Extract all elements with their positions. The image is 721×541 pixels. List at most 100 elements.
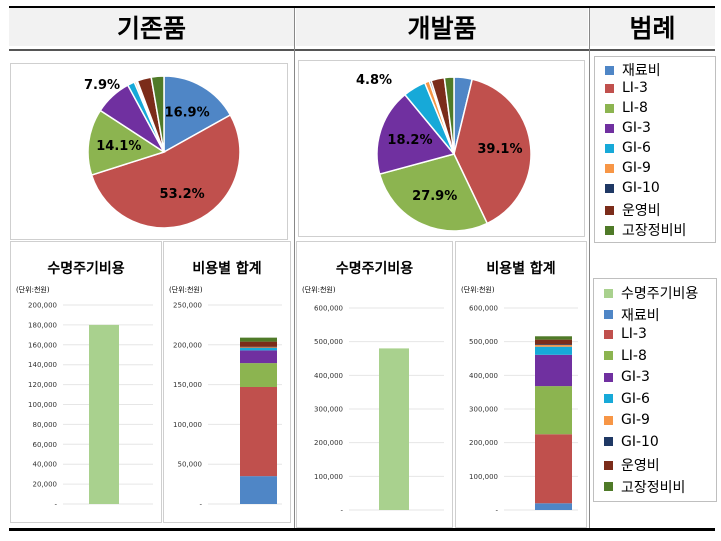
legend-swatch bbox=[605, 163, 614, 173]
bar-segment-고장정비비 bbox=[535, 336, 572, 340]
bar-chart-lcc-developed: - 100,000 200,000 300,000 400,000 500,000 600,… bbox=[314, 305, 444, 515]
legend-item: GI-9 bbox=[595, 160, 651, 176]
legend-label: GI-10 bbox=[622, 180, 660, 196]
legend-swatch bbox=[604, 310, 613, 319]
header-legend-label: 범례 bbox=[629, 14, 676, 43]
pie-slice-고장정비비 bbox=[150, 75, 165, 153]
y-tick-label: 80,000 bbox=[33, 421, 58, 429]
legend-label: LI-3 bbox=[621, 326, 647, 342]
legend-label: GI-3 bbox=[621, 369, 650, 385]
bar-segment-GI-6 bbox=[240, 347, 277, 351]
legend-swatch bbox=[604, 329, 613, 339]
legend-label: 수명주기비용 bbox=[621, 286, 699, 302]
legend-swatch bbox=[605, 65, 614, 75]
table-bottom-rule bbox=[9, 528, 715, 531]
legend-label: GI-9 bbox=[621, 412, 650, 428]
unit-label: (단위:천원) bbox=[169, 286, 203, 294]
bar-segment-LI-8 bbox=[535, 386, 572, 435]
bar-segment-고장정비비 bbox=[240, 337, 277, 342]
bar-segment-GI-10 bbox=[535, 344, 572, 346]
table-header-rule bbox=[9, 49, 715, 51]
column-divider-1 bbox=[294, 8, 295, 528]
legend-item: 재료비 bbox=[594, 305, 660, 325]
legend-item: 운영비 bbox=[594, 455, 660, 475]
legend-label: 고장정비비 bbox=[621, 479, 686, 496]
legend-label: GI-3 bbox=[622, 120, 651, 136]
legend-label: 운영비 bbox=[621, 458, 660, 474]
pie-slice-GI-3 bbox=[376, 93, 456, 176]
y-tick-label: 140,000 bbox=[28, 361, 57, 369]
header-developed: 개발품 bbox=[296, 8, 588, 46]
y-tick-label: - bbox=[199, 501, 202, 509]
legend-swatch bbox=[605, 143, 614, 153]
bar-lcc-existing-panel: 수명주기비용 (단위:천원) - 20,000 40,000 60,000 80,000… bbox=[10, 241, 162, 523]
pie-data-label: 16.9% bbox=[165, 106, 210, 121]
y-tick-label: 400,000 bbox=[469, 372, 498, 380]
y-tick-label: 250,000 bbox=[173, 302, 202, 310]
pie-slice-고장정비비 bbox=[443, 76, 455, 155]
bar-segment-GI-3 bbox=[240, 350, 277, 364]
y-tick-label: 120,000 bbox=[28, 381, 57, 389]
pie-slice-LI-8 bbox=[378, 153, 489, 232]
bar-segment-LI-3 bbox=[535, 434, 572, 504]
pie-chart-developed: 39.1% 27.9% 18.2% 4.8% bbox=[356, 73, 532, 232]
legend-swatch bbox=[605, 183, 614, 193]
y-tick-label: 600,000 bbox=[469, 305, 498, 313]
y-tick-label: - bbox=[340, 507, 343, 515]
legend-label: 재료비 bbox=[621, 307, 660, 324]
bar-segment-GI-10 bbox=[240, 346, 277, 348]
bar-segment-LI-3 bbox=[240, 386, 277, 477]
bar-sum-developed-panel: 비용별 합계 (단위:천원) - 100,000 200,000 300,000 400… bbox=[455, 241, 587, 528]
legend-swatch bbox=[605, 83, 614, 93]
legend-swatch bbox=[604, 288, 613, 298]
pie-chart-existing: 16.9% 53.2% 14.1% 7.9% bbox=[84, 75, 241, 229]
bar-chart-lcc-existing: - 20,000 40,000 60,000 80,000 100,000 120,000 1… bbox=[28, 302, 153, 509]
y-tick-label: 300,000 bbox=[469, 406, 498, 414]
chart-title: 수명주기비용 bbox=[47, 261, 125, 277]
unit-label: (단위:천원) bbox=[16, 286, 50, 294]
legend-label: LI-8 bbox=[621, 347, 647, 364]
y-tick-label: 100,000 bbox=[173, 421, 202, 429]
y-tick-label: 150,000 bbox=[173, 381, 202, 389]
y-tick-label: 40,000 bbox=[33, 461, 58, 469]
legend-item: LI-8 bbox=[595, 100, 648, 116]
y-tick-label: 100,000 bbox=[28, 401, 57, 409]
bar-lcc-developed-panel: 수명주기비용 (단위:천원) - 100,000 200,000 300,000 400… bbox=[296, 241, 453, 528]
bar-segment-수명주기비용 bbox=[379, 348, 409, 510]
bar-segment-수명주기비용 bbox=[89, 324, 119, 504]
pie-data-label: 4.8% bbox=[356, 73, 392, 88]
legend-item: GI-3 bbox=[594, 369, 650, 385]
y-tick-label: 600,000 bbox=[314, 305, 343, 313]
bar-chart-sum-developed: - 100,000 200,000 300,000 400,000 500,000 600,… bbox=[469, 305, 578, 515]
legend-swatch bbox=[605, 205, 614, 215]
y-tick-label: 100,000 bbox=[469, 473, 498, 481]
legend-swatch bbox=[604, 415, 613, 425]
column-divider-2 bbox=[589, 8, 590, 528]
bar-segment-GI-9 bbox=[535, 345, 572, 347]
legend-item: GI-10 bbox=[595, 180, 660, 196]
legend-swatch bbox=[604, 460, 613, 470]
legend-swatch bbox=[604, 482, 613, 491]
pie-slice-LI-3 bbox=[90, 113, 241, 229]
header-legend: 범례 bbox=[590, 8, 715, 46]
legend-item: 재료비 bbox=[595, 60, 661, 80]
pie-data-label: 53.2% bbox=[160, 187, 205, 202]
legend-item: LI-3 bbox=[594, 326, 647, 342]
legend-label: 운영비 bbox=[622, 203, 661, 219]
legend-label: LI-8 bbox=[622, 100, 648, 116]
bar-chart-sum-existing: - 50,000 100,000 150,000 200,000 250,000 bbox=[173, 302, 282, 509]
legend-swatch bbox=[605, 225, 614, 235]
chart-title: 수명주기비용 bbox=[335, 261, 414, 277]
legend-item: GI-10 bbox=[594, 434, 659, 450]
legend-label: 고장정비비 bbox=[622, 223, 687, 239]
pie-existing-panel: 16.9% 53.2% 14.1% 7.9% bbox=[10, 63, 288, 240]
header-existing: 기존품 bbox=[9, 8, 294, 46]
y-tick-label: 100,000 bbox=[314, 473, 343, 481]
legend-item: 고장정비비 bbox=[594, 477, 685, 497]
y-tick-label: 200,000 bbox=[314, 439, 343, 447]
bar-segment-GI-3 bbox=[535, 354, 572, 387]
legend-item: GI-6 bbox=[594, 391, 650, 407]
legend-swatch bbox=[605, 123, 614, 133]
bar-segment-재료비 bbox=[240, 476, 277, 504]
legend-item: LI-3 bbox=[595, 80, 648, 96]
